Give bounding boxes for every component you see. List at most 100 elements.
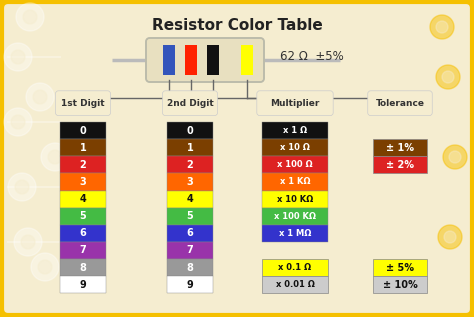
FancyBboxPatch shape — [61, 191, 106, 208]
Circle shape — [23, 10, 37, 24]
Circle shape — [33, 90, 47, 104]
Text: x 0.01 Ω: x 0.01 Ω — [275, 280, 314, 289]
Text: Tolerance: Tolerance — [375, 99, 425, 108]
FancyBboxPatch shape — [373, 276, 427, 293]
FancyBboxPatch shape — [61, 242, 106, 259]
FancyBboxPatch shape — [262, 276, 328, 293]
FancyBboxPatch shape — [373, 156, 427, 173]
FancyBboxPatch shape — [262, 156, 328, 173]
Text: 8: 8 — [80, 262, 86, 273]
FancyBboxPatch shape — [207, 45, 219, 75]
FancyBboxPatch shape — [167, 208, 212, 225]
Text: x 10 Ω: x 10 Ω — [280, 143, 310, 152]
FancyBboxPatch shape — [167, 122, 212, 139]
Circle shape — [41, 143, 69, 171]
Circle shape — [38, 260, 52, 274]
FancyBboxPatch shape — [61, 276, 106, 293]
Text: 9: 9 — [80, 280, 86, 290]
FancyBboxPatch shape — [167, 191, 212, 208]
Text: ± 5%: ± 5% — [386, 262, 414, 273]
FancyBboxPatch shape — [167, 276, 212, 293]
Text: 2nd Digit: 2nd Digit — [167, 99, 213, 108]
Circle shape — [11, 50, 25, 64]
FancyBboxPatch shape — [262, 208, 328, 225]
Text: ± 2%: ± 2% — [386, 160, 414, 170]
Text: x 1 Ω: x 1 Ω — [283, 126, 307, 135]
FancyBboxPatch shape — [61, 139, 106, 156]
FancyBboxPatch shape — [241, 45, 253, 75]
Circle shape — [449, 151, 461, 163]
Circle shape — [442, 71, 454, 83]
FancyBboxPatch shape — [55, 91, 110, 116]
Text: 0: 0 — [187, 126, 193, 136]
Circle shape — [15, 180, 29, 194]
Text: 4: 4 — [80, 194, 86, 204]
Text: 1: 1 — [187, 143, 193, 153]
Circle shape — [4, 43, 32, 71]
Text: 0: 0 — [80, 126, 86, 136]
Text: 5: 5 — [80, 211, 86, 221]
FancyBboxPatch shape — [167, 225, 212, 242]
Text: 7: 7 — [80, 245, 86, 256]
FancyBboxPatch shape — [262, 191, 328, 208]
Text: x 1 KΩ: x 1 KΩ — [280, 178, 310, 186]
FancyBboxPatch shape — [61, 156, 106, 173]
Circle shape — [26, 83, 54, 111]
FancyBboxPatch shape — [61, 173, 106, 191]
FancyBboxPatch shape — [262, 173, 328, 191]
Circle shape — [436, 65, 460, 89]
Text: 5: 5 — [187, 211, 193, 221]
FancyBboxPatch shape — [262, 259, 328, 276]
FancyBboxPatch shape — [61, 225, 106, 242]
Circle shape — [8, 173, 36, 201]
FancyBboxPatch shape — [61, 259, 106, 276]
Text: 2: 2 — [187, 160, 193, 170]
Circle shape — [443, 145, 467, 169]
Text: 62 Ω  ±5%: 62 Ω ±5% — [280, 49, 344, 62]
FancyBboxPatch shape — [373, 139, 427, 156]
Text: x 100 KΩ: x 100 KΩ — [274, 212, 316, 221]
Text: 8: 8 — [187, 262, 193, 273]
Text: ± 1%: ± 1% — [386, 143, 414, 153]
Text: 1: 1 — [80, 143, 86, 153]
Circle shape — [430, 15, 454, 39]
Text: 3: 3 — [187, 177, 193, 187]
FancyBboxPatch shape — [262, 139, 328, 156]
Circle shape — [438, 225, 462, 249]
FancyBboxPatch shape — [257, 91, 333, 116]
Text: Resistor Color Table: Resistor Color Table — [152, 18, 322, 33]
Circle shape — [436, 21, 448, 33]
Circle shape — [4, 108, 32, 136]
FancyBboxPatch shape — [262, 122, 328, 139]
FancyBboxPatch shape — [167, 173, 212, 191]
FancyBboxPatch shape — [185, 45, 197, 75]
FancyBboxPatch shape — [167, 139, 212, 156]
Text: 3: 3 — [80, 177, 86, 187]
FancyBboxPatch shape — [146, 38, 264, 82]
FancyBboxPatch shape — [368, 91, 432, 116]
FancyBboxPatch shape — [167, 242, 212, 259]
Text: 7: 7 — [187, 245, 193, 256]
Text: x 10 KΩ: x 10 KΩ — [277, 195, 313, 204]
FancyBboxPatch shape — [163, 45, 175, 75]
FancyBboxPatch shape — [262, 225, 328, 242]
Circle shape — [14, 228, 42, 256]
Text: 6: 6 — [187, 228, 193, 238]
Circle shape — [444, 231, 456, 243]
FancyBboxPatch shape — [163, 91, 218, 116]
Text: 2: 2 — [80, 160, 86, 170]
Text: Multiplier: Multiplier — [270, 99, 319, 108]
FancyBboxPatch shape — [61, 122, 106, 139]
Circle shape — [21, 235, 35, 249]
FancyBboxPatch shape — [61, 208, 106, 225]
Circle shape — [11, 115, 25, 129]
Text: 1st Digit: 1st Digit — [61, 99, 105, 108]
Text: ± 10%: ± 10% — [383, 280, 418, 290]
FancyBboxPatch shape — [167, 156, 212, 173]
Text: x 100 Ω: x 100 Ω — [277, 160, 313, 169]
Text: 6: 6 — [80, 228, 86, 238]
Text: 9: 9 — [187, 280, 193, 290]
Text: x 1 MΩ: x 1 MΩ — [279, 229, 311, 238]
Text: x 0.1 Ω: x 0.1 Ω — [278, 263, 311, 272]
Text: 4: 4 — [187, 194, 193, 204]
